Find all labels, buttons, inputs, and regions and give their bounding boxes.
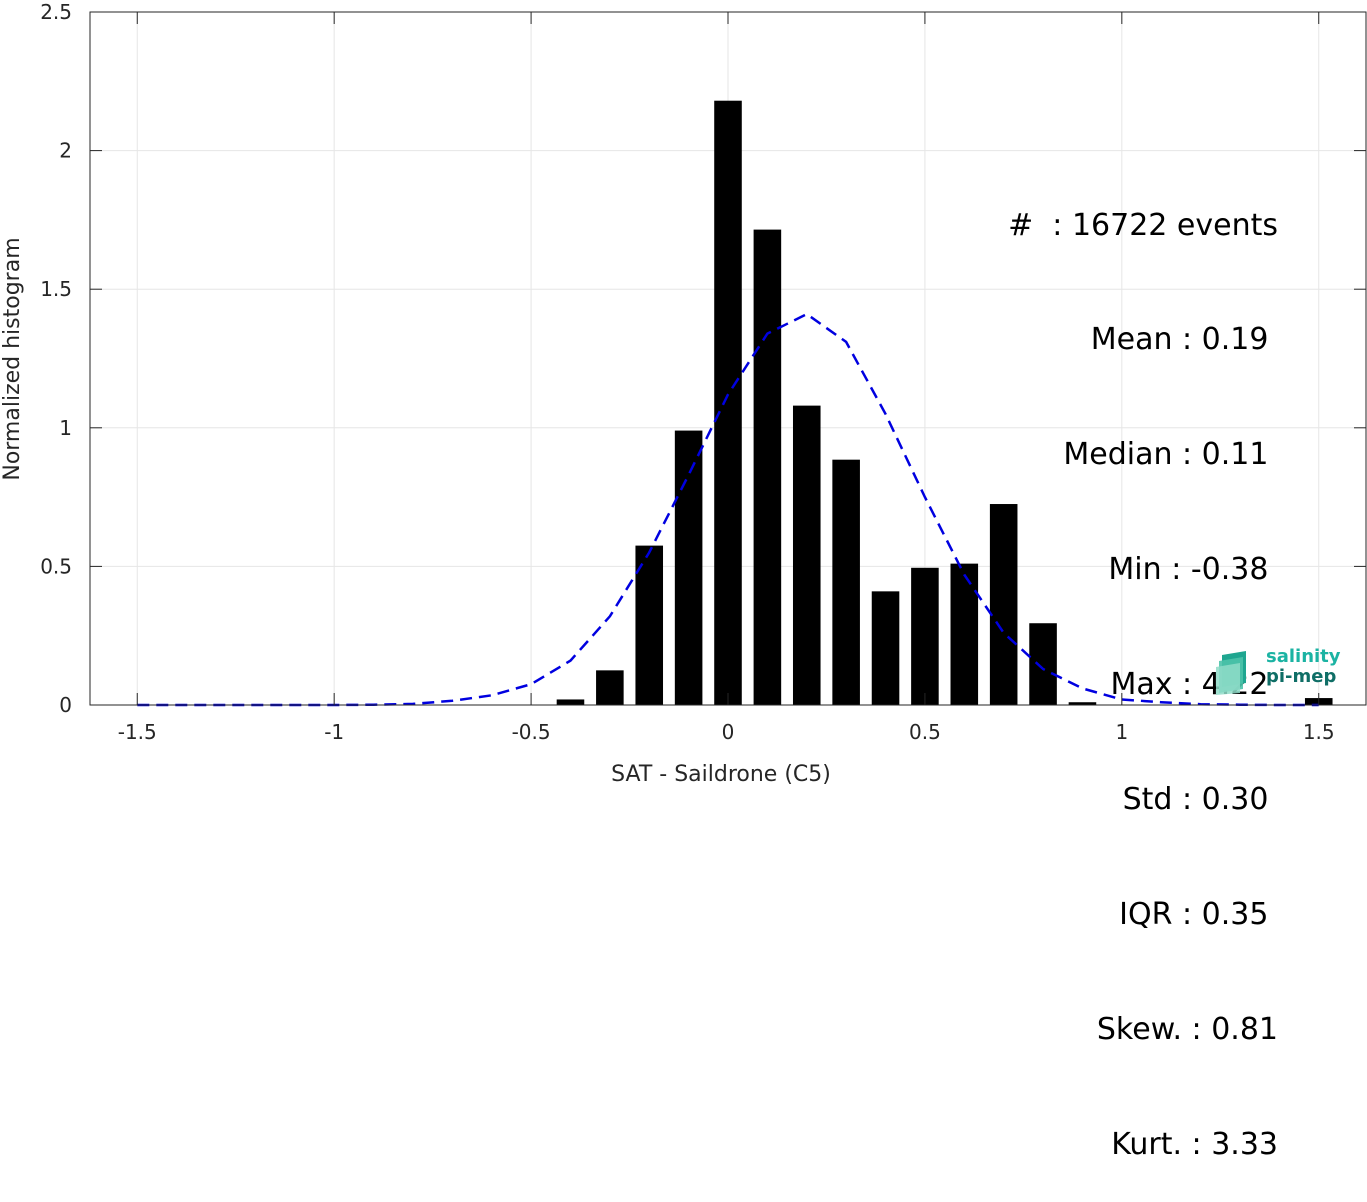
x-tick-label-0: -1.5 [118, 720, 157, 744]
logo-line-1: salinity [1266, 646, 1341, 667]
y-tick-label-0: 0 [59, 693, 72, 717]
bar-7 [832, 459, 860, 705]
y-tick-label-1: 0.5 [40, 554, 72, 578]
x-tick-label-3: 0 [722, 720, 735, 744]
logo-line-2: pi-mep [1266, 666, 1337, 687]
bar-1 [596, 670, 624, 705]
bar-5 [753, 229, 782, 706]
bar-2 [635, 545, 664, 705]
y-axis-label: Normalized histogram [0, 237, 25, 480]
bar-8 [871, 591, 900, 705]
stat-iqr: IQR : 0.35 [1119, 896, 1278, 932]
stat-events: # : 16722 events [1008, 207, 1278, 243]
bar-0 [556, 699, 585, 705]
bar-13 [1068, 702, 1097, 705]
logo-text: salinity pi-mep [1266, 647, 1341, 687]
x-tick-label-5: 1 [1115, 720, 1128, 744]
stat-std: Std : 0.30 [1122, 782, 1278, 818]
wave-logo-icon [1216, 651, 1246, 695]
x-axis-label: SAT - Saildrone (C5) [611, 762, 831, 785]
stat-skew: Skew. : 0.81 [1096, 1011, 1278, 1047]
axes [89, 11, 1367, 706]
bar-3 [674, 430, 703, 705]
bar-12 [1029, 623, 1057, 705]
stat-mean: Mean : 0.19 [1090, 322, 1278, 358]
bar-9 [911, 567, 939, 705]
bar-4 [714, 100, 742, 706]
bar-6 [792, 405, 821, 705]
x-tick-label-6: 1.5 [1303, 720, 1335, 744]
x-tick-label-2: -0.5 [512, 720, 551, 744]
stat-kurt: Kurt. : 3.33 [1111, 1126, 1278, 1162]
histogram-bars [556, 100, 1333, 706]
stat-min: Min : -0.38 [1108, 552, 1278, 588]
salinity-pimep-logo: salinity pi-mep [1216, 647, 1346, 695]
x-tick-label-1: -1 [324, 720, 344, 744]
stat-median: Median : 0.11 [1063, 437, 1278, 473]
stat-max: Max : 4.22 [1110, 667, 1278, 703]
x-tick-label-4: 0.5 [909, 720, 941, 744]
bar-11 [989, 504, 1018, 705]
y-tick-label-5: 2.5 [40, 0, 72, 24]
histogram-chart: -1.5 -1 -0.5 0 0.5 1 1.5 0 0.5 1 1.5 2 2.5 SAT - Sai… [0, 0, 1367, 785]
tick-labels: -1.5 -1 -0.5 0 0.5 1 1.5 0 0.5 1 1.5 2 2.5 [40, 0, 1334, 744]
y-tick-label-4: 2 [59, 139, 72, 163]
y-tick-label-3: 1.5 [40, 277, 72, 301]
bar-10 [950, 563, 979, 705]
y-tick-label-2: 1 [59, 416, 72, 440]
